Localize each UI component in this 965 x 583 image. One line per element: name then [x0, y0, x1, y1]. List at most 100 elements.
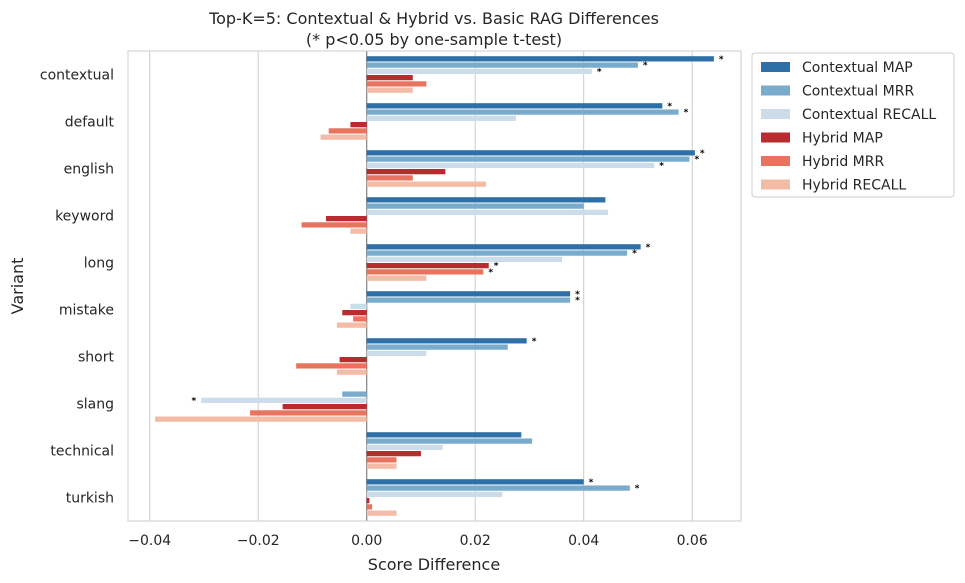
y-tick-label: english — [64, 162, 114, 178]
legend-label: Contextual MRR — [802, 84, 914, 100]
y-tick-label: technical — [50, 444, 114, 460]
legend-label: Hybrid MRR — [802, 154, 884, 170]
legend-swatch — [761, 132, 790, 143]
significance-star: * — [494, 262, 499, 272]
bar — [155, 416, 367, 422]
y-tick-label: keyword — [55, 209, 114, 225]
bar — [320, 134, 367, 140]
y-tick-label: turkish — [66, 491, 114, 507]
legend-swatch — [761, 62, 790, 72]
bar — [366, 197, 606, 203]
x-tick-labels: −0.04 −0.02 0.00 0.02 0.04 0.06 — [128, 533, 708, 549]
legend: Contextual MAP Contextual MRR Contextual R… — [751, 52, 955, 198]
bar — [366, 250, 628, 256]
significance-star: * — [597, 67, 602, 77]
legend-swatch — [761, 109, 790, 119]
significance-star: * — [700, 149, 705, 159]
grid-layer — [149, 51, 693, 521]
x-tick-label: 0.04 — [568, 533, 599, 549]
bar — [366, 169, 446, 175]
bar — [366, 162, 655, 168]
bar — [350, 303, 367, 309]
bar — [366, 68, 592, 74]
bar — [366, 350, 427, 356]
significance-star: * — [659, 161, 664, 171]
legend-frame — [751, 52, 955, 198]
significance-star: * — [589, 478, 594, 488]
legend-label: Hybrid RECALL — [802, 178, 906, 194]
bar — [366, 275, 427, 281]
legend-swatch — [761, 179, 790, 190]
bar — [366, 438, 533, 444]
bar — [366, 444, 443, 450]
significance-star: * — [684, 108, 689, 118]
bar — [336, 322, 367, 328]
bar — [326, 216, 367, 222]
significance-star: * — [575, 296, 580, 306]
significance-star: * — [719, 55, 724, 65]
x-tick-label: 0.06 — [677, 533, 708, 549]
y-tick-label: mistake — [59, 303, 114, 319]
significance-star: * — [694, 155, 699, 165]
bar — [301, 222, 367, 228]
bar — [366, 56, 714, 62]
significance-star: * — [532, 337, 537, 347]
y-tick-label: long — [84, 256, 114, 272]
bar — [342, 310, 367, 316]
significance-star: * — [635, 484, 640, 494]
bar — [366, 291, 571, 297]
bar — [339, 357, 367, 363]
bar — [366, 344, 508, 350]
bar — [350, 122, 367, 128]
bar — [366, 244, 641, 250]
bar — [366, 81, 427, 87]
bar — [366, 75, 413, 81]
legend-swatch — [761, 156, 790, 166]
y-tick-label: default — [65, 115, 115, 131]
bar — [250, 410, 367, 416]
bar — [366, 156, 690, 162]
bar — [366, 256, 562, 262]
bar — [366, 463, 397, 469]
bar — [366, 181, 487, 187]
legend-label: Contextual RECALL — [802, 107, 936, 123]
significance-star: * — [488, 268, 493, 278]
bar — [366, 150, 695, 156]
bar — [366, 209, 609, 215]
bar — [328, 128, 367, 134]
chart-title: Top-K=5: Contextual & Hybrid vs. Basic R… — [208, 9, 659, 28]
bar — [366, 87, 413, 93]
bar — [366, 498, 370, 504]
bar — [282, 404, 367, 410]
bar — [366, 62, 638, 68]
bar — [366, 451, 421, 457]
y-tick-label: contextual — [40, 68, 114, 84]
legend-swatch — [761, 85, 790, 96]
x-tick-label: 0.00 — [351, 533, 382, 549]
bar — [350, 228, 367, 234]
bar — [201, 397, 367, 403]
bar — [342, 391, 367, 397]
bar — [366, 432, 522, 438]
bar — [366, 510, 397, 516]
bar — [366, 103, 663, 109]
bars-layer — [155, 56, 714, 516]
x-axis-label: Score Difference — [368, 555, 500, 574]
bar — [366, 479, 584, 485]
bar — [353, 316, 367, 322]
bar — [366, 485, 630, 491]
x-tick-label: −0.02 — [237, 533, 280, 549]
significance-star: * — [667, 102, 672, 112]
legend-label: Contextual MAP — [802, 60, 913, 76]
significance-star: * — [575, 290, 580, 300]
bar — [366, 269, 484, 275]
bar — [366, 203, 584, 209]
bar — [296, 363, 367, 369]
bar — [366, 109, 679, 115]
bar — [366, 338, 527, 344]
bar — [336, 369, 367, 375]
bar — [366, 491, 503, 497]
legend-label: Hybrid MAP — [802, 131, 883, 147]
bar — [366, 457, 397, 463]
